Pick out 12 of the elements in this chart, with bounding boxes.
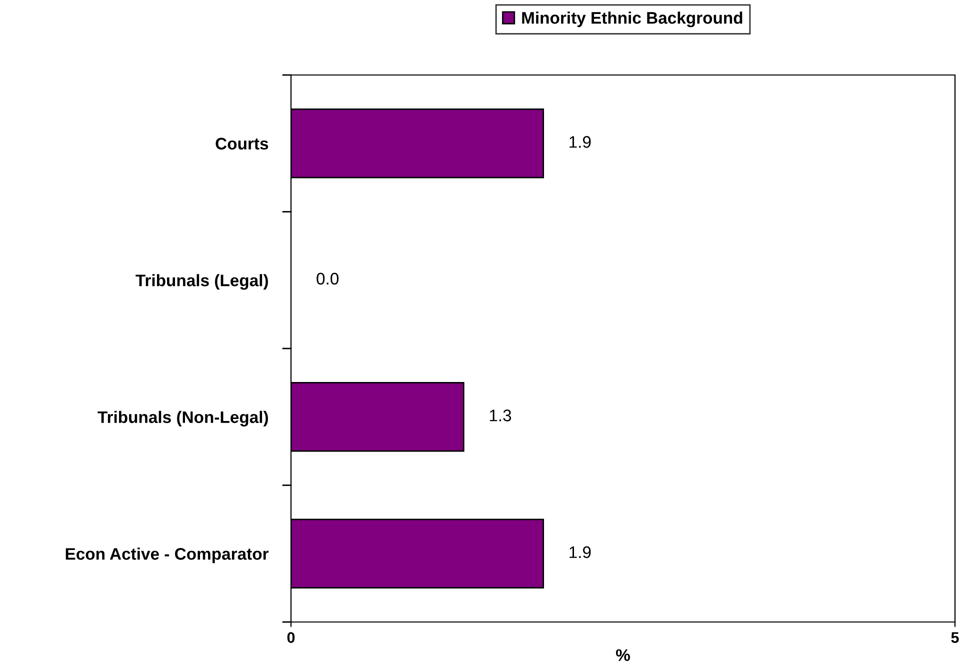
y-tick-label: Courts	[216, 138, 268, 150]
text: 0.0	[316, 272, 339, 285]
text: 1.9	[570, 136, 591, 148]
x-tick-label: 0	[287, 632, 295, 643]
y-tick-label: Econ Active - Comparator	[66, 548, 269, 564]
text: 1.3	[490, 410, 512, 422]
legend-label: Minority Ethnic Background	[522, 12, 742, 28]
x-tick-label: 5	[951, 632, 959, 643]
x-axis-title: %	[616, 649, 630, 661]
text: 1.9	[570, 546, 591, 558]
y-tick-label: Tribunals (Non-Legal)	[98, 410, 268, 426]
y-tick-label: Tribunals (Legal)	[136, 274, 268, 290]
